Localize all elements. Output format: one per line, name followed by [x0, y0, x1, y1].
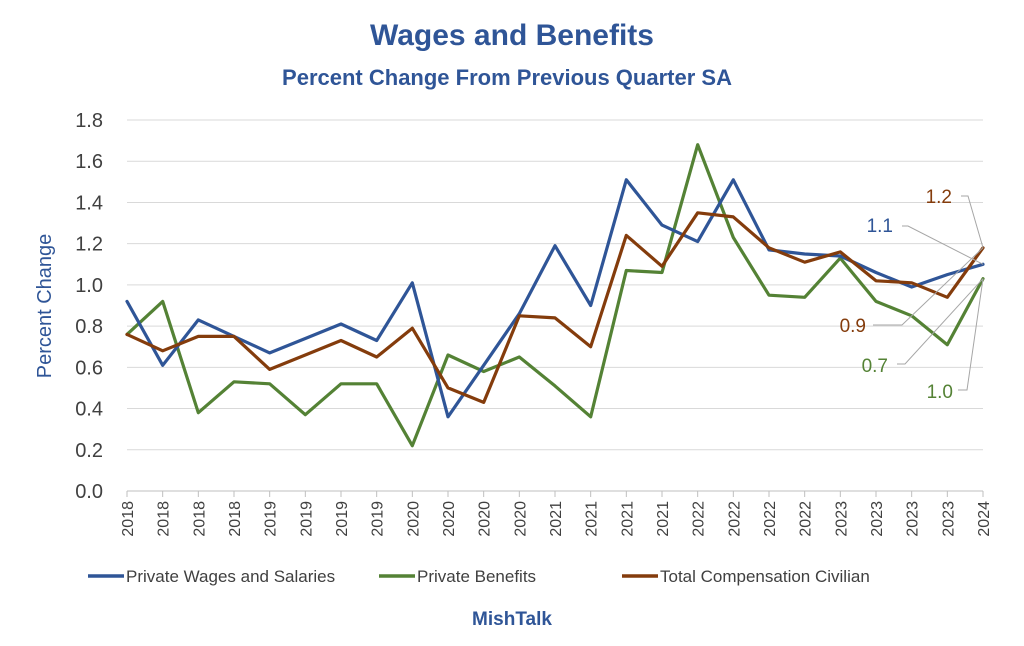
- gridlines: [127, 119, 983, 451]
- x-tick-label: 2023: [905, 501, 922, 537]
- chart-title: Wages and Benefits: [370, 19, 654, 52]
- series-line-private-wages-and-salaries: [125, 178, 985, 419]
- x-tick-label: 2021: [655, 501, 672, 537]
- annotation-label: 0.7: [862, 356, 888, 377]
- annotation-leader-line: [897, 278, 984, 365]
- legend: Private Wages and Salaries Private Benefi…: [88, 567, 870, 586]
- x-tick-label: 2024: [976, 501, 993, 537]
- x-tick-label: 2018: [227, 501, 244, 537]
- source-label: MishTalk: [472, 609, 552, 630]
- y-tick-label: 0.6: [75, 357, 103, 379]
- x-tick-label: 2022: [726, 501, 743, 537]
- series-line-private-benefits: [125, 143, 985, 448]
- annotation-label: 1.1: [867, 216, 893, 237]
- y-tick-labels: 0.0 0.2 0.4 0.6 0.8 1.0 1.2 1.4 1.6 1.8: [75, 110, 103, 503]
- y-tick-label: 0.2: [75, 440, 103, 462]
- x-tick-label: 2019: [263, 501, 280, 537]
- x-tick-label: 2018: [156, 501, 173, 537]
- x-tick-label: 2020: [405, 501, 422, 537]
- x-tick-label: 2018: [191, 501, 208, 537]
- y-tick-label: 0.0: [75, 481, 103, 503]
- x-tick-label: 2023: [869, 501, 886, 537]
- x-tick-label: 2022: [762, 501, 779, 537]
- x-tick-label: 2021: [584, 501, 601, 537]
- y-tick-label: 1.6: [75, 151, 103, 173]
- legend-label: Private Wages and Salaries: [126, 567, 335, 586]
- annotation-leader-line: [873, 247, 984, 326]
- annotation-leader-line: [958, 278, 984, 391]
- y-tick-label: 0.8: [75, 316, 103, 338]
- y-tick-label: 1.0: [75, 275, 103, 297]
- x-tick-label: 2018: [120, 501, 137, 537]
- x-tick-label: 2020: [477, 501, 494, 537]
- annotation-leader-line: [902, 225, 984, 265]
- x-tick-label: 2020: [512, 501, 529, 537]
- annotation-label: 1.2: [926, 187, 952, 208]
- annotation-label: 1.0: [927, 382, 953, 403]
- x-tick-label: 2019: [334, 501, 351, 537]
- x-axis: 2018 2018 2018 2018 2019 2019 2019 2019 2020 2020…: [120, 490, 993, 537]
- legend-label: Private Benefits: [417, 567, 536, 586]
- legend-label: Total Compensation Civilian: [660, 567, 870, 586]
- x-tick-label: 2022: [691, 501, 708, 537]
- x-tick-label: 2021: [548, 501, 565, 537]
- x-tick-label: 2021: [619, 501, 636, 537]
- y-tick-label: 1.8: [75, 110, 103, 132]
- x-tick-label: 2020: [441, 501, 458, 537]
- y-axis-label: Percent Change: [34, 234, 56, 379]
- chart-subtitle: Percent Change From Previous Quarter SA: [282, 65, 732, 90]
- x-tick-label: 2023: [833, 501, 850, 537]
- y-tick-label: 1.2: [75, 234, 103, 256]
- y-tick-label: 0.4: [75, 399, 103, 421]
- x-tick-label: 2019: [370, 501, 387, 537]
- annotation-leader-line: [961, 195, 984, 248]
- y-tick-label: 1.4: [75, 192, 103, 214]
- series-line-total-compensation-civilian: [125, 211, 985, 404]
- annotation-label: 0.9: [840, 316, 866, 337]
- series-lines: [125, 143, 985, 448]
- annotations: 1.2 1.1 0.9 0.7 1.0: [840, 187, 984, 403]
- x-tick-label: 2023: [940, 501, 957, 537]
- x-tick-label: 2019: [298, 501, 315, 537]
- x-tick-label: 2022: [798, 501, 815, 537]
